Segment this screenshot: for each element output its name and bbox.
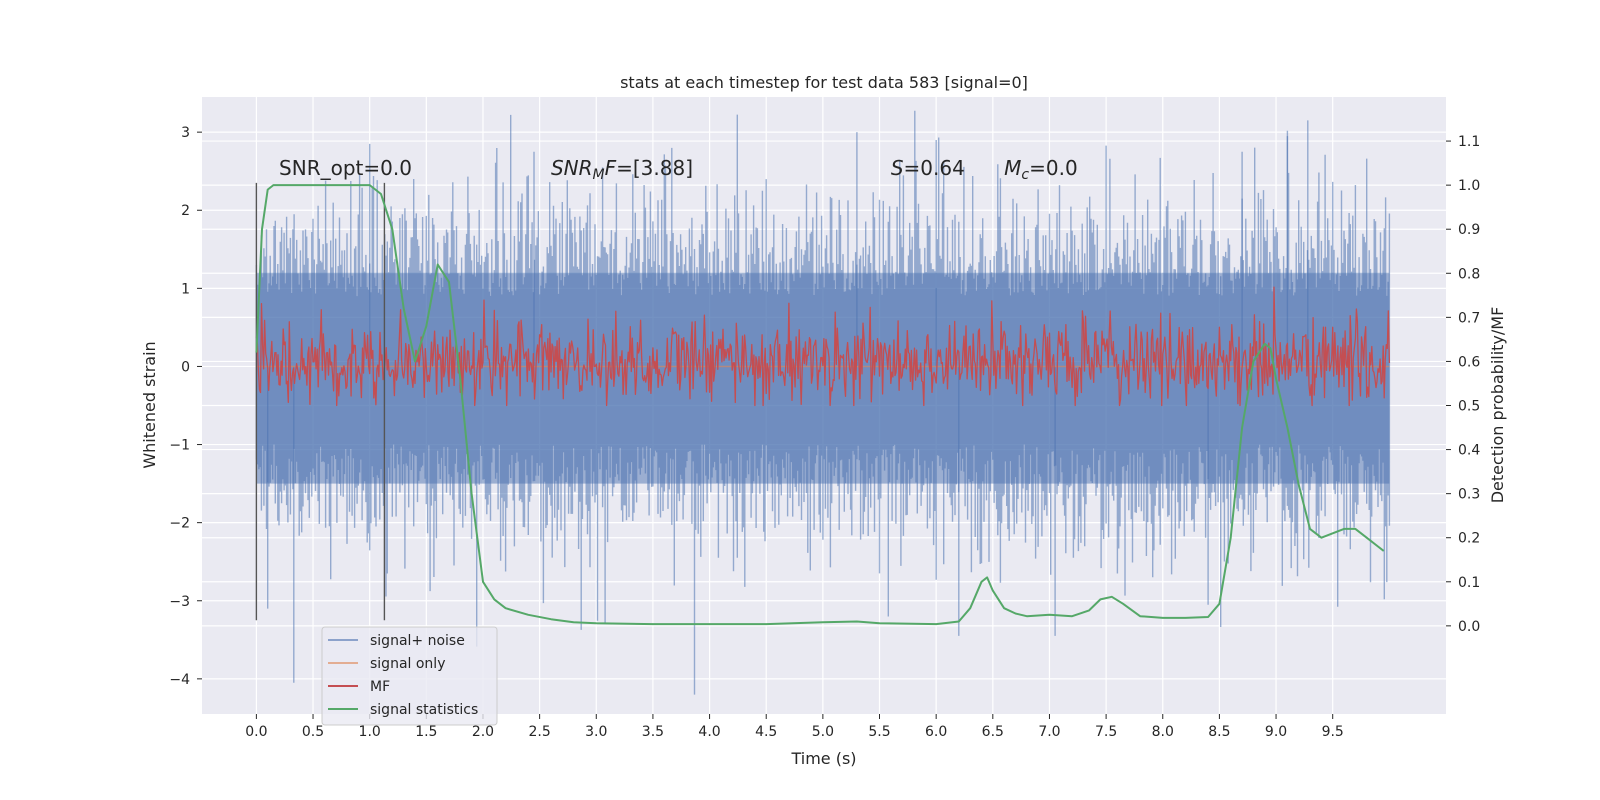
x-tick-label: 7.5 (1095, 724, 1117, 740)
legend-label-signal-noise: signal+ noise (370, 633, 465, 649)
x-tick-label: 5.0 (812, 724, 834, 740)
vertical-lines (255, 182, 386, 621)
y-tick-label: −3 (169, 594, 190, 610)
x-tick-label: 1.0 (359, 724, 381, 740)
x-tick-label: 7.0 (1038, 724, 1060, 740)
signal-noise-band (256, 272, 1390, 484)
y-tick-label: −4 (169, 672, 190, 688)
x-tick-label: 0.0 (245, 724, 267, 740)
y2-tick-label: 1.1 (1458, 134, 1480, 150)
y2-tick-label: 0.6 (1458, 354, 1480, 370)
x-tick-label: 3.0 (585, 724, 607, 740)
y-tick-label: −2 (169, 516, 190, 532)
signal-statistics-series (255, 184, 1385, 626)
y2-tick-label: 0.7 (1458, 310, 1480, 326)
y2-tick-label: 0.2 (1458, 531, 1480, 547)
signal-noise-spikes (267, 120, 1309, 683)
mf-series (255, 286, 1391, 407)
x-tick-label: 1.5 (415, 724, 437, 740)
mf-trace (255, 286, 1391, 407)
x-axis-ticks: 0.0 0.5 1.0 1.5 2.0 2.5 3.0 3.5 4.0 4.5 5.0 5.5 6.0 6… (245, 714, 1344, 740)
x-tick-label: 5.5 (868, 724, 890, 740)
annotation-text: Mc=0.0 (1004, 156, 1078, 183)
x-tick-label: 9.0 (1265, 724, 1287, 740)
y-axis-ticks: 3 2 1 0 −1 −2 −3 −4 (169, 125, 202, 688)
x-tick-label: 8.5 (1208, 724, 1230, 740)
x-tick-label: 6.5 (982, 724, 1004, 740)
annotation-text: SNR_opt=0.0 (279, 156, 412, 180)
annotation-text: S=0.64 (891, 156, 965, 180)
y2-tick-label: 0.0 (1458, 619, 1480, 635)
x-tick-label: 8.0 (1152, 724, 1174, 740)
y2-tick-label: 0.3 (1458, 487, 1480, 503)
legend-label-signal-statistics: signal statistics (370, 702, 478, 718)
x-tick-label: 3.5 (642, 724, 664, 740)
legend-box (321, 626, 498, 726)
y2-tick-label: 0.9 (1458, 222, 1480, 238)
legend: signal+ noise signal only MF signal stat… (321, 626, 498, 726)
y2-tick-label: 0.1 (1458, 575, 1480, 591)
legend-label-signal-only: signal only (370, 656, 445, 672)
y-tick-label: −1 (169, 438, 190, 454)
y2-tick-label: 1.0 (1458, 178, 1480, 194)
y-tick-label: 2 (181, 203, 190, 219)
x-tick-label: 0.5 (302, 724, 324, 740)
y2-tick-label: 0.4 (1458, 443, 1480, 459)
x-tick-label: 4.5 (755, 724, 777, 740)
annotations: SNR_opt=0.0 SNRMF=[3.88] S=0.64 Mc=0.0 (279, 156, 1078, 183)
x-tick-label: 2.5 (528, 724, 550, 740)
y2-axis-label: Detection probability/MF (1488, 307, 1507, 504)
y-axis-label: Whitened strain (140, 341, 159, 468)
x-tick-label: 2.0 (472, 724, 494, 740)
y2-tick-label: 0.5 (1458, 399, 1480, 415)
legend-label-mf: MF (370, 679, 390, 695)
x-tick-label: 6.0 (925, 724, 947, 740)
y-tick-label: 0 (181, 359, 190, 375)
signal-noise-series (255, 110, 1391, 695)
x-tick-label: 9.5 (1322, 724, 1344, 740)
y2-axis-ticks: 1.1 1.0 0.9 0.8 0.7 0.6 0.5 0.4 0.3 0.2 0.1 0.0 (1446, 134, 1480, 635)
y-tick-label: 1 (181, 281, 190, 297)
chart-title: stats at each timestep for test data 583… (620, 73, 1028, 92)
x-tick-label: 4.0 (698, 724, 720, 740)
signal-statistics-trace (255, 184, 1385, 626)
annotation-text: SNRMF=[3.88] (551, 156, 693, 183)
y2-tick-label: 0.8 (1458, 266, 1480, 282)
y-tick-label: 3 (181, 125, 190, 141)
x-axis-label: Time (s) (790, 749, 856, 768)
